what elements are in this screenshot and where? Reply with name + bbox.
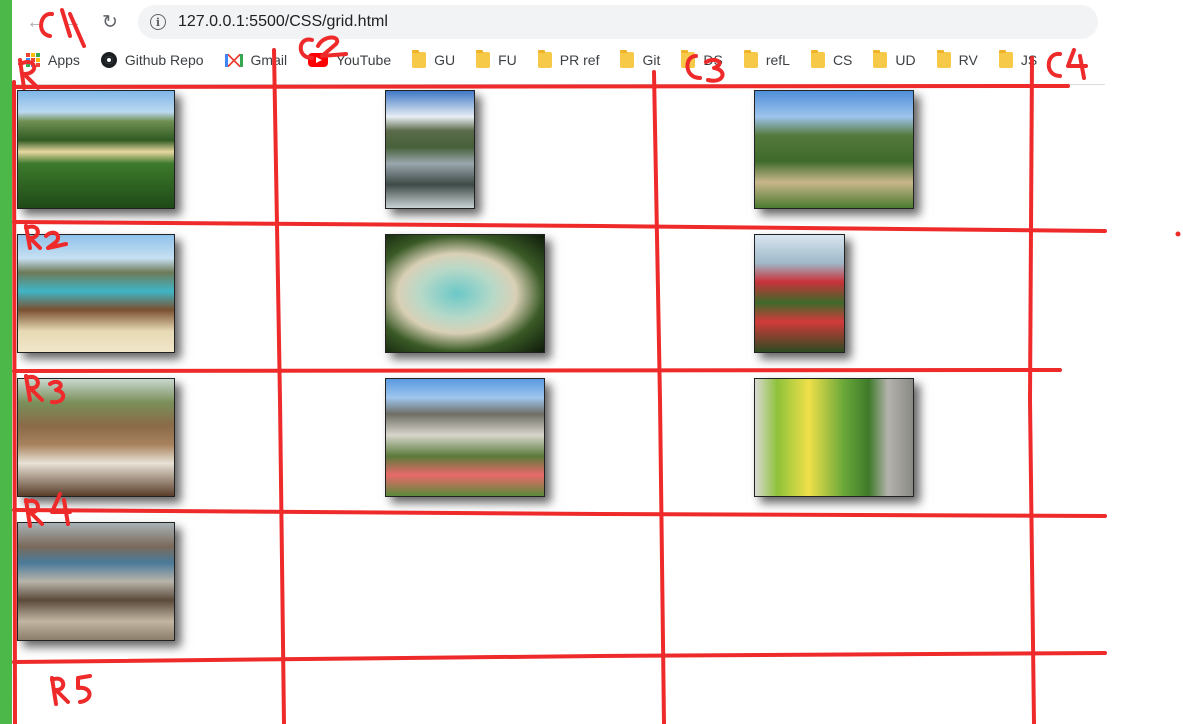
bookmark-label: refL bbox=[765, 52, 790, 68]
folder-icon bbox=[537, 50, 552, 68]
folder-icon bbox=[412, 50, 427, 68]
coastal-trail-photo bbox=[754, 90, 914, 209]
folder-icon bbox=[681, 50, 696, 68]
row-line bbox=[12, 651, 1107, 664]
red-flowers-photo bbox=[754, 234, 845, 353]
row-line bbox=[12, 508, 1107, 518]
github-icon bbox=[100, 52, 117, 68]
bookmark-fu[interactable]: FU bbox=[476, 50, 517, 68]
bookmark-label: FU bbox=[498, 52, 517, 68]
bookmark-github-repo[interactable]: Github Repo bbox=[100, 52, 204, 68]
bookmark-label: DS bbox=[703, 52, 723, 68]
rocky-beach-photo bbox=[385, 234, 545, 353]
column-line bbox=[652, 70, 666, 724]
annotation-dot bbox=[1175, 231, 1181, 237]
bookmark-label: Gmail bbox=[250, 52, 288, 68]
food-truck-photo bbox=[754, 378, 914, 497]
forward-button[interactable]: → bbox=[58, 8, 86, 36]
row-line bbox=[12, 220, 1107, 233]
forward-arrow-icon: → bbox=[62, 10, 82, 33]
bookmark-label: UD bbox=[895, 52, 916, 68]
bookmark-label: Git bbox=[642, 52, 661, 68]
mountain-stream-photo bbox=[385, 90, 475, 209]
bookmark-cs[interactable]: CS bbox=[810, 50, 853, 68]
folder-icon bbox=[476, 50, 491, 68]
bookmark-gmail[interactable]: Gmail bbox=[224, 52, 288, 68]
gmail-icon bbox=[224, 53, 243, 67]
house-garden-photo bbox=[385, 378, 545, 497]
column-line bbox=[272, 48, 286, 724]
bookmark-ds[interactable]: DS bbox=[681, 50, 723, 68]
coffee-cafe-photo bbox=[17, 378, 175, 497]
bookmark-label: GU bbox=[434, 52, 456, 68]
back-arrow-icon: ← bbox=[26, 10, 46, 33]
info-icon[interactable]: i bbox=[150, 14, 166, 30]
reload-icon: ↻ bbox=[102, 11, 118, 33]
folder-icon bbox=[810, 50, 825, 68]
bookmark-js[interactable]: JS bbox=[998, 50, 1038, 68]
bookmark-label: CS bbox=[832, 52, 853, 68]
folder-icon bbox=[873, 50, 888, 68]
browser-toolbar: ← → ↻ i 127.0.0.1:5500/CSS/grid.html bbox=[12, 0, 1105, 44]
url-text[interactable]: 127.0.0.1:5500/CSS/grid.html bbox=[178, 13, 388, 30]
label-r5 bbox=[50, 674, 92, 706]
bookmark-git[interactable]: Git bbox=[620, 50, 661, 68]
folder-icon bbox=[936, 50, 951, 68]
apps-icon bbox=[26, 53, 40, 67]
beach-cove-photo bbox=[17, 90, 175, 209]
reload-button[interactable]: ↻ bbox=[96, 8, 124, 36]
youtube-icon bbox=[308, 53, 329, 67]
bookmark-refl[interactable]: refL bbox=[743, 50, 790, 68]
bookmark-label: RV bbox=[958, 52, 978, 68]
bookmark-label: Github Repo bbox=[124, 52, 204, 68]
bookmark-ud[interactable]: UD bbox=[873, 50, 916, 68]
bookmark-label: PR ref bbox=[559, 52, 600, 68]
left-edge-strip bbox=[0, 0, 12, 724]
folder-icon bbox=[998, 50, 1013, 68]
row-line bbox=[12, 84, 1070, 89]
bookmark-label: Apps bbox=[48, 52, 80, 68]
browser-chrome: ← → ↻ i 127.0.0.1:5500/CSS/grid.html App… bbox=[12, 0, 1105, 85]
column-line bbox=[12, 80, 17, 724]
bookmark-youtube[interactable]: YouTube bbox=[308, 52, 391, 68]
folder-icon bbox=[620, 50, 635, 68]
longtail-boat-photo bbox=[17, 234, 175, 353]
bookmark-rv[interactable]: RV bbox=[936, 50, 978, 68]
bookmark-pr-ref[interactable]: PR ref bbox=[537, 50, 600, 68]
folder-icon bbox=[743, 50, 758, 68]
row-line bbox=[12, 368, 1062, 373]
column-line bbox=[1028, 56, 1036, 724]
bookmark-label: YouTube bbox=[336, 52, 392, 68]
bookmark-apps[interactable]: Apps bbox=[26, 52, 80, 68]
address-bar[interactable]: i 127.0.0.1:5500/CSS/grid.html bbox=[138, 5, 1098, 39]
tuk-tuk-photo bbox=[17, 522, 175, 641]
bookmark-label: JS bbox=[1020, 52, 1038, 68]
bookmarks-bar: Apps Github Repo Gmail YouTube GU FU PR … bbox=[12, 46, 1105, 74]
bookmark-gu[interactable]: GU bbox=[412, 50, 456, 68]
back-button[interactable]: ← bbox=[22, 8, 50, 36]
